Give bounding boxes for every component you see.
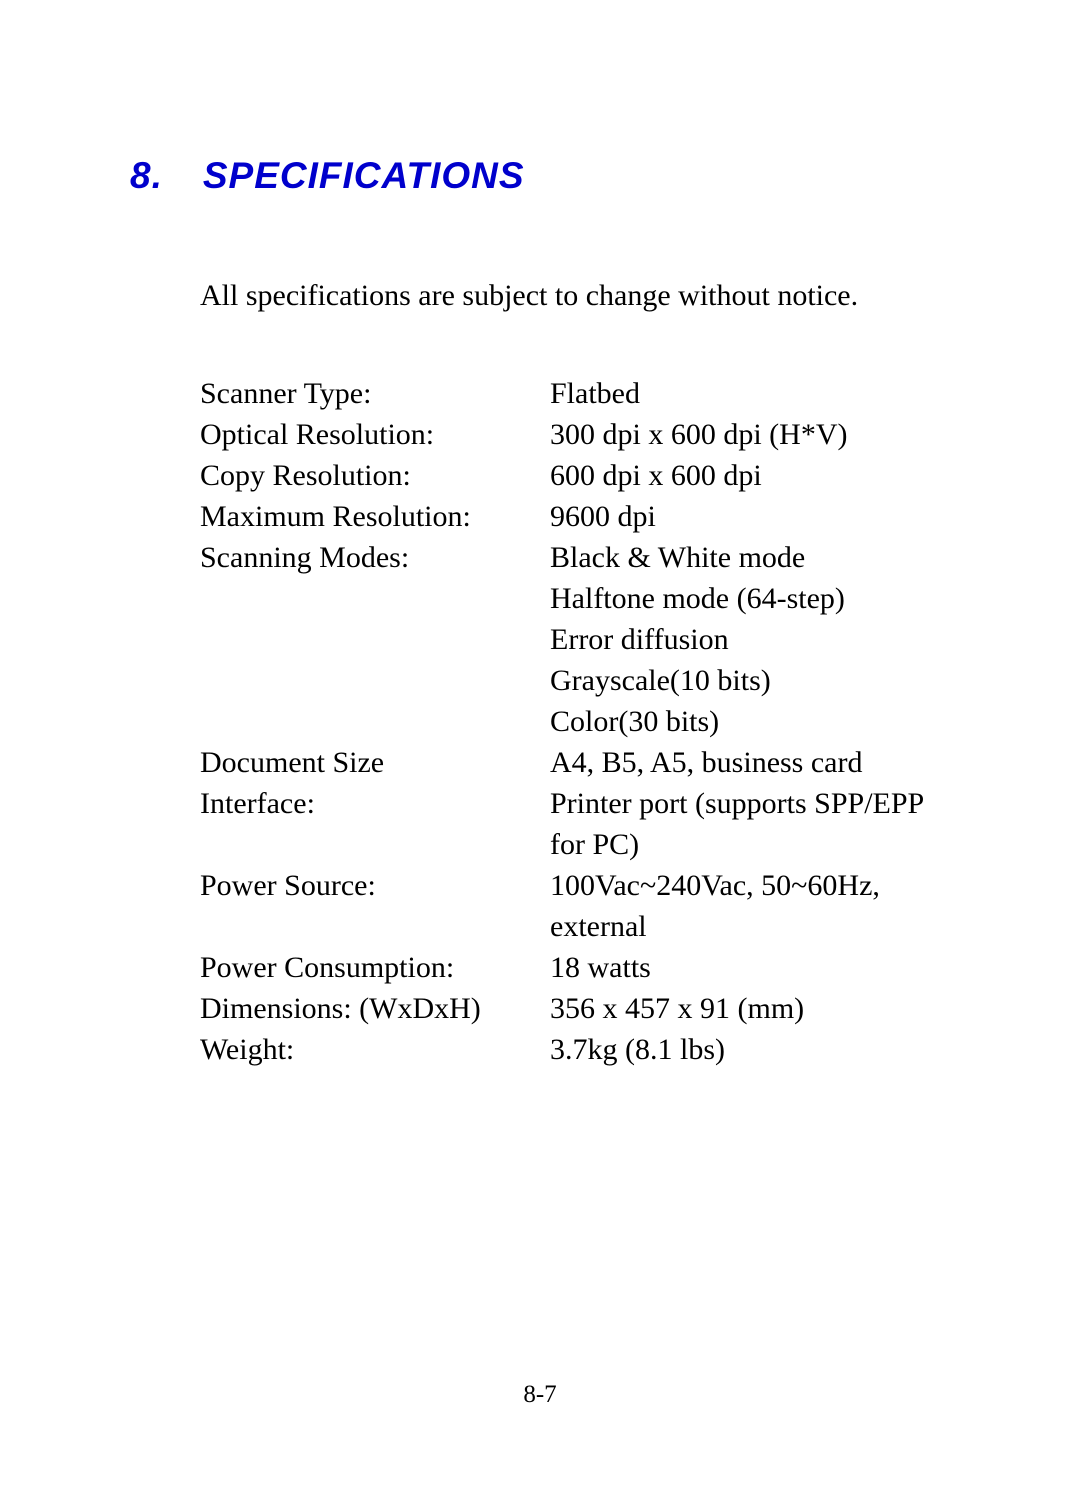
spec-row: Copy Resolution:600 dpi x 600 dpi: [200, 455, 950, 496]
spec-label: Weight:: [200, 1029, 550, 1070]
spec-value: Flatbed: [550, 373, 950, 414]
spec-value: Error diffusion: [550, 619, 950, 660]
spec-label: Scanner Type:: [200, 373, 550, 414]
spec-row: Weight:3.7kg (8.1 lbs): [200, 1029, 950, 1070]
spec-row: Power Consumption:18 watts: [200, 947, 950, 988]
spec-label: Power Consumption:: [200, 947, 550, 988]
spec-row: Scanner Type:Flatbed: [200, 373, 950, 414]
spec-label: Document Size: [200, 742, 550, 783]
page-container: 8. SPECIFICATIONS All specifications are …: [0, 0, 1080, 1070]
spec-value: 9600 dpi: [550, 496, 950, 537]
spec-value: 300 dpi x 600 dpi (H*V): [550, 414, 950, 455]
spec-row: Grayscale(10 bits): [200, 660, 950, 701]
spec-value: Black & White mode: [550, 537, 950, 578]
intro-text: All specifications are subject to change…: [130, 279, 950, 313]
spec-value: Halftone mode (64-step): [550, 578, 950, 619]
spec-value: Color(30 bits): [550, 701, 950, 742]
spec-row: Error diffusion: [200, 619, 950, 660]
spec-row: Scanning Modes:Black & White mode: [200, 537, 950, 578]
spec-value: 100Vac~240Vac, 50~60Hz, external: [550, 865, 950, 947]
spec-value: A4, B5, A5, business card: [550, 742, 950, 783]
spec-value: Grayscale(10 bits): [550, 660, 950, 701]
spec-row: Dimensions: (WxDxH)356 x 457 x 91 (mm): [200, 988, 950, 1029]
spec-label: [200, 701, 550, 742]
spec-row: Power Source:100Vac~240Vac, 50~60Hz, ext…: [200, 865, 950, 947]
spec-label: Maximum Resolution:: [200, 496, 550, 537]
spec-row: Optical Resolution:300 dpi x 600 dpi (H*…: [200, 414, 950, 455]
spec-row: Maximum Resolution:9600 dpi: [200, 496, 950, 537]
spec-label: [200, 619, 550, 660]
spec-label: Scanning Modes:: [200, 537, 550, 578]
spec-label: Optical Resolution:: [200, 414, 550, 455]
spec-value: 600 dpi x 600 dpi: [550, 455, 950, 496]
spec-label: Interface:: [200, 783, 550, 865]
heading-number: 8.: [130, 155, 163, 196]
spec-label: Power Source:: [200, 865, 550, 947]
spec-row: Halftone mode (64-step): [200, 578, 950, 619]
spec-label: Dimensions: (WxDxH): [200, 988, 550, 1029]
page-number: 8-7: [0, 1381, 1080, 1409]
spec-label: Copy Resolution:: [200, 455, 550, 496]
spec-value: 3.7kg (8.1 lbs): [550, 1029, 950, 1070]
spec-label: [200, 660, 550, 701]
spec-row: Document SizeA4, B5, A5, business card: [200, 742, 950, 783]
spec-value: 18 watts: [550, 947, 950, 988]
spec-table: Scanner Type:FlatbedOptical Resolution:3…: [130, 373, 950, 1070]
heading-title: SPECIFICATIONS: [203, 155, 525, 196]
spec-row: Interface:Printer port (supports SPP/EPP…: [200, 783, 950, 865]
spec-value: Printer port (supports SPP/EPP for PC): [550, 783, 950, 865]
spec-value: 356 x 457 x 91 (mm): [550, 988, 950, 1029]
section-heading: 8. SPECIFICATIONS: [130, 155, 950, 197]
spec-label: [200, 578, 550, 619]
spec-row: Color(30 bits): [200, 701, 950, 742]
